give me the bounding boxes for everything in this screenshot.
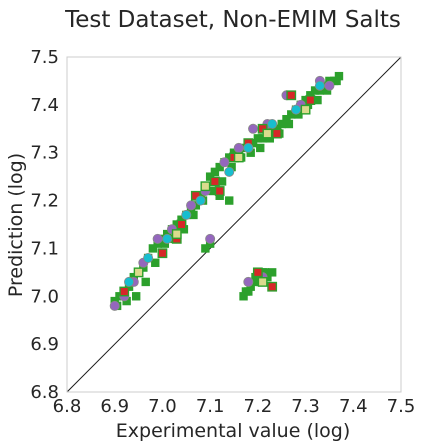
data-point: [248, 123, 259, 134]
data-point: [151, 258, 160, 267]
data-point: [219, 157, 230, 168]
data-point: [201, 244, 210, 253]
y-tick-label: 7.4: [30, 95, 59, 116]
data-point: [241, 287, 251, 296]
y-tick-label: 7.0: [30, 286, 59, 307]
data-point: [314, 80, 325, 91]
data-point: [152, 233, 163, 244]
x-tick-label: 7.0: [148, 396, 177, 417]
data-point: [133, 267, 144, 278]
y-axis-label: Prediction (log): [5, 153, 27, 297]
data-point: [334, 71, 344, 81]
data-point: [109, 300, 120, 311]
data-point: [141, 277, 150, 287]
data-point: [210, 176, 220, 187]
x-tick-label: 7.4: [339, 396, 368, 417]
data-point: [171, 229, 182, 239]
data-point: [267, 119, 278, 130]
data-point: [267, 268, 277, 277]
data-point: [282, 115, 291, 124]
x-tick-label: 6.8: [53, 396, 82, 417]
data-point: [217, 177, 227, 186]
data-point: [284, 119, 294, 129]
data-point: [291, 104, 302, 115]
data-point: [157, 248, 168, 259]
plot-area: [66, 56, 402, 393]
data-point: [181, 209, 192, 220]
data-point: [124, 276, 135, 287]
data-point: [324, 80, 335, 91]
data-point: [208, 186, 217, 196]
data-point: [195, 195, 206, 206]
data-point: [322, 86, 332, 95]
data-point: [205, 233, 216, 244]
data-point: [225, 196, 234, 205]
data-point: [233, 152, 244, 163]
data-point: [160, 239, 170, 248]
data-point: [260, 268, 270, 277]
data-point: [305, 95, 316, 105]
y-tick-label: 6.9: [30, 334, 59, 355]
data-point: [224, 166, 235, 177]
data-point: [286, 90, 297, 101]
data-point: [243, 142, 254, 153]
data-point: [131, 292, 141, 301]
x-tick-label: 6.9: [100, 396, 129, 417]
data-point: [210, 167, 220, 177]
data-point: [267, 281, 278, 292]
y-axis: 6.8 6.9 7.0 7.1 7.2 7.3 7.4 7.5: [30, 47, 59, 403]
data-point: [176, 219, 187, 230]
scatter-points: [109, 71, 344, 311]
data-point: [239, 292, 248, 301]
plot-frame: [66, 56, 402, 393]
chart-title: Test Dataset, Non-EMIM Salts: [64, 7, 401, 33]
data-point: [294, 110, 303, 119]
x-tick-label: 7.2: [244, 396, 273, 417]
data-point: [252, 267, 263, 278]
data-point: [287, 110, 296, 119]
x-tick-label: 7.3: [291, 396, 320, 417]
data-point: [143, 252, 154, 263]
data-point: [227, 162, 236, 172]
data-point: [246, 148, 255, 157]
data-point: [214, 186, 225, 196]
y-tick-label: 6.8: [30, 382, 59, 403]
data-point: [189, 210, 198, 220]
data-point: [215, 162, 224, 172]
y-tick-label: 7.2: [30, 191, 59, 212]
data-point: [233, 142, 244, 153]
data-point: [243, 276, 254, 287]
data-point: [200, 181, 211, 192]
x-axis: 6.8 6.9 7.0 7.1 7.2 7.3 7.4 7.5: [53, 396, 416, 417]
data-point: [300, 104, 311, 115]
y-tick-label: 7.5: [30, 47, 59, 68]
reference-line: [66, 56, 402, 393]
data-point: [119, 286, 130, 297]
data-point: [148, 244, 158, 253]
data-point: [332, 76, 341, 86]
data-point: [257, 277, 268, 287]
data-point: [186, 200, 197, 211]
data-point: [277, 119, 286, 129]
x-axis-label: Experimental value (log): [116, 420, 350, 442]
x-tick-label: 7.1: [196, 396, 225, 417]
data-point: [310, 86, 320, 95]
data-point: [122, 296, 131, 306]
data-point: [256, 143, 265, 153]
data-point: [253, 134, 263, 143]
data-point: [313, 95, 322, 105]
data-point: [262, 128, 273, 139]
data-point: [162, 233, 173, 244]
data-point: [246, 282, 255, 291]
data-point: [272, 128, 282, 139]
x-tick-label: 7.5: [387, 396, 416, 417]
y-tick-label: 7.1: [30, 238, 59, 259]
y-tick-label: 7.3: [30, 143, 59, 164]
